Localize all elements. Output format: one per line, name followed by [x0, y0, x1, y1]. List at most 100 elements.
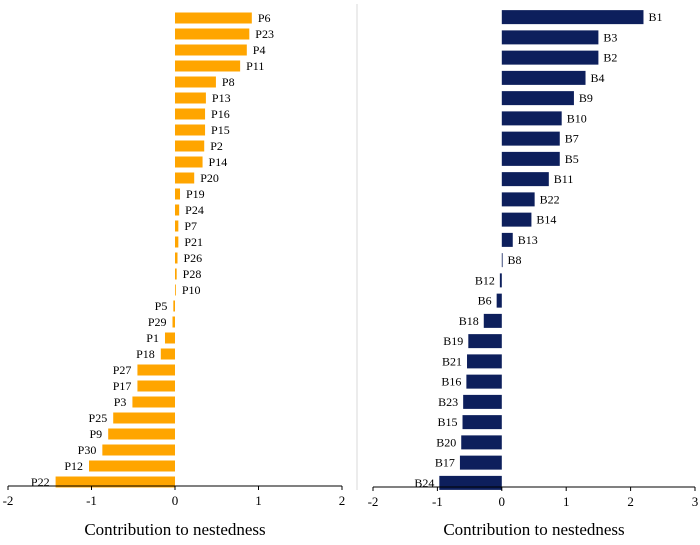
left-bar-label-p12: P12 — [64, 459, 83, 473]
left-bar-label-p20: P20 — [200, 171, 219, 185]
left-bar-label-p21: P21 — [184, 235, 203, 249]
right-x-tick-label: -2 — [368, 494, 379, 509]
right-bar-b7 — [501, 131, 560, 146]
left-bar-label-p2: P2 — [210, 139, 223, 153]
right-bar-b10 — [501, 111, 562, 126]
right-bar-b6 — [496, 293, 502, 308]
right-bar-b4 — [501, 70, 586, 85]
left-bar-label-p16: P16 — [211, 107, 230, 121]
right-bar-b19 — [468, 334, 502, 349]
left-bar-label-p15: P15 — [211, 123, 230, 137]
left-bar-p22 — [55, 476, 176, 488]
left-bar-p14 — [175, 156, 203, 168]
left-bar-label-p13: P13 — [212, 91, 231, 105]
left-bar-label-p10: P10 — [182, 283, 201, 297]
right-bar-b3 — [501, 30, 599, 45]
right-bar-label-b16: B16 — [441, 375, 461, 389]
right-bar-b11 — [501, 172, 549, 187]
left-bar-p4 — [175, 44, 247, 56]
left-x-tick-label: 0 — [172, 493, 179, 508]
left-bar-label-p17: P17 — [113, 379, 132, 393]
right-bar-b13 — [501, 232, 513, 247]
right-x-tick-label: 0 — [499, 494, 506, 509]
right-bar-b22 — [501, 192, 535, 207]
left-bar-label-p18: P18 — [136, 347, 155, 361]
right-bar-label-b9: B9 — [579, 91, 593, 105]
left-bar-label-p6: P6 — [258, 11, 271, 25]
left-x-tick-label: 1 — [255, 493, 262, 508]
right-bar-label-b14: B14 — [536, 213, 556, 227]
left-bar-p1 — [164, 332, 175, 344]
right-x-tick-label: 1 — [563, 494, 570, 509]
left-bar-label-p27: P27 — [113, 363, 132, 377]
left-bar-p17 — [137, 380, 175, 392]
left-bar-p18 — [160, 348, 175, 360]
left-bar-p11 — [175, 60, 241, 72]
right-bar-label-b15: B15 — [438, 415, 458, 429]
left-bar-p19 — [175, 188, 181, 200]
left-bar-label-p5: P5 — [155, 299, 168, 313]
right-bar-label-b12: B12 — [475, 273, 495, 287]
left-bar-p21 — [175, 236, 179, 248]
right-bar-label-b2: B2 — [603, 51, 617, 65]
left-bar-p6 — [175, 12, 252, 24]
left-bar-label-p30: P30 — [78, 443, 97, 457]
left-bar-p3 — [132, 396, 175, 408]
left-bar-p13 — [175, 92, 206, 104]
left-bar-label-p1: P1 — [146, 331, 159, 345]
right-bar-b24 — [439, 475, 502, 490]
right-bar-label-b11: B11 — [554, 172, 574, 186]
left-bar-p27 — [137, 364, 175, 376]
left-bar-p2 — [175, 140, 205, 152]
right-bar-b23 — [463, 394, 502, 409]
right-bar-b17 — [459, 455, 502, 470]
right-bar-label-b18: B18 — [459, 314, 479, 328]
right-x-tick-label: 2 — [627, 494, 634, 509]
left-bar-label-p4: P4 — [253, 43, 266, 57]
left-bar-p30 — [102, 444, 175, 456]
left-bar-label-p19: P19 — [186, 187, 205, 201]
right-bar-b20 — [461, 435, 502, 450]
left-x-tick-label: -2 — [3, 493, 14, 508]
left-bar-label-p14: P14 — [209, 155, 228, 169]
right-bar-label-b6: B6 — [478, 294, 492, 308]
left-bar-p25 — [113, 412, 175, 424]
right-bar-b9 — [501, 91, 574, 106]
left-bar-p15 — [175, 124, 206, 136]
left-bar-p24 — [175, 204, 180, 216]
right-bar-b15 — [462, 415, 502, 430]
left-bar-p12 — [89, 460, 175, 472]
left-bar-label-p7: P7 — [184, 219, 197, 233]
left-bar-label-p3: P3 — [114, 395, 127, 409]
left-bar-p23 — [175, 28, 250, 40]
right-x-tick-label: -1 — [432, 494, 443, 509]
left-bar-label-p26: P26 — [184, 251, 203, 265]
left-bar-label-p29: P29 — [148, 315, 167, 329]
right-bar-b14 — [501, 212, 532, 227]
left-bar-label-p23: P23 — [255, 27, 274, 41]
right-bar-b21 — [467, 354, 502, 369]
right-bar-label-b17: B17 — [435, 456, 455, 470]
right-bar-b1 — [501, 10, 644, 25]
left-x-tick-label: -1 — [86, 493, 97, 508]
right-bar-label-b24: B24 — [414, 476, 434, 490]
right-bar-label-b3: B3 — [603, 30, 617, 44]
right-x-axis-title: Contribution to nestedness — [443, 520, 624, 539]
right-bar-label-b21: B21 — [442, 354, 462, 368]
left-bar-label-p9: P9 — [90, 427, 103, 441]
right-bar-label-b7: B7 — [565, 132, 579, 146]
left-bar-p16 — [175, 108, 206, 120]
left-bar-p10 — [175, 284, 176, 296]
left-x-tick-label: 2 — [339, 493, 346, 508]
right-bar-label-b1: B1 — [648, 10, 662, 24]
left-bar-p9 — [108, 428, 175, 440]
right-bar-label-b22: B22 — [540, 192, 560, 206]
left-bar-label-p24: P24 — [185, 203, 204, 217]
right-bar-b12 — [499, 273, 502, 288]
left-bar-p8 — [175, 76, 216, 88]
left-bar-p20 — [175, 172, 195, 184]
